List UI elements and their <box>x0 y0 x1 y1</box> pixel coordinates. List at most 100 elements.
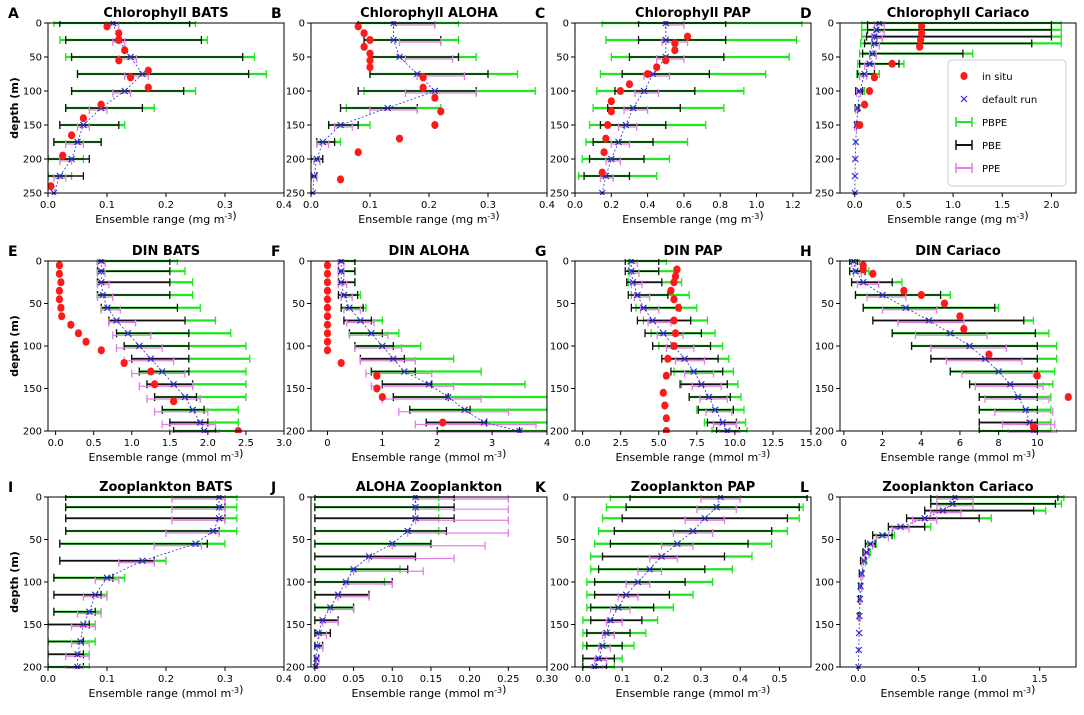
x-tick-label: 0.0 <box>850 674 866 685</box>
x-tick-label: 0.4 <box>539 200 555 211</box>
x-tick-label: 0.0 <box>847 200 863 211</box>
default-run-marker <box>856 87 864 95</box>
in-situ-point <box>662 427 670 433</box>
default-run-marker <box>897 523 904 531</box>
panel-letter: K <box>535 480 547 496</box>
plot-area <box>849 259 1072 433</box>
x-axis-label: Ensemble range (mg m-3) <box>622 209 763 226</box>
default-run-marker <box>56 172 64 180</box>
y-tick-label: 150 <box>815 121 834 132</box>
default-run-marker <box>412 503 419 511</box>
in-situ-point <box>602 134 610 143</box>
default-run-marker <box>857 582 864 590</box>
y-tick-label: 150 <box>550 384 569 395</box>
in-situ-point <box>670 278 678 287</box>
y-tick-label: 50 <box>292 53 305 64</box>
in-situ-point <box>323 286 332 295</box>
x-tick-label: 0.3 <box>480 200 496 211</box>
y-tick-label: 100 <box>815 87 834 98</box>
default-run-marker <box>921 514 929 522</box>
x-tick-label: 1.5 <box>994 200 1010 211</box>
in-situ-point <box>870 73 879 82</box>
y-tick-label: 0 <box>36 257 42 268</box>
default-run-marker <box>640 87 648 95</box>
x-tick-label: 10.0 <box>724 438 746 449</box>
default-run-line <box>340 261 520 432</box>
panel-a: 0.0 0.1 0.2 0.3 0.4 0 50 100 150 200 250 Chlorophyl… <box>8 6 292 226</box>
default-run-marker <box>138 70 146 78</box>
in-situ-point <box>671 329 680 338</box>
default-run-marker <box>859 278 867 286</box>
x-tick-label: 8 <box>995 438 1001 449</box>
y-tick-label: 150 <box>23 620 42 631</box>
in-situ-point <box>1033 371 1041 380</box>
in-situ-point <box>917 36 925 44</box>
default-run-marker <box>404 527 412 535</box>
x-tick-label: 0.1 <box>99 200 115 211</box>
default-run-marker <box>431 87 439 95</box>
y-tick-label: 100 <box>286 87 305 98</box>
in-situ-point <box>916 42 924 51</box>
x-tick-label: 0.8 <box>712 200 728 211</box>
default-run-marker <box>939 507 947 515</box>
x-axis-label: Ensemble range (mmol m-3) <box>352 683 507 700</box>
default-run-marker <box>103 574 111 582</box>
in-situ-point <box>664 354 672 363</box>
default-run-marker <box>622 591 630 599</box>
x-tick-label: 0.0 <box>567 200 583 211</box>
default-run-marker <box>192 540 199 548</box>
panel-title: ALOHA Zooplankton <box>356 480 503 495</box>
y-tick-label: 0 <box>299 257 305 268</box>
x-tick-label: 0.2 <box>158 674 174 685</box>
default-run-marker <box>356 317 364 324</box>
y-tick-label: 50 <box>29 53 42 64</box>
in-situ-point <box>667 286 675 295</box>
in-situ-point <box>115 29 123 38</box>
default-run-marker <box>595 655 603 662</box>
x-tick-label: 0.25 <box>497 674 519 685</box>
default-run-marker <box>388 540 396 548</box>
panel-letter: G <box>535 244 547 260</box>
axes-frame <box>574 22 812 194</box>
default-run-marker <box>170 380 178 388</box>
default-run-marker <box>315 629 323 637</box>
y-axis-label: depth (m) <box>8 315 21 377</box>
in-situ-point <box>439 418 447 427</box>
default-run-marker <box>326 604 334 611</box>
x-tick-label: 0 <box>841 438 847 449</box>
plot-area <box>311 21 536 195</box>
y-tick-label: 150 <box>815 384 834 395</box>
y-tick-label: 150 <box>23 384 42 395</box>
in-situ-point <box>918 22 926 31</box>
x-tick-label: 0.4 <box>732 674 748 685</box>
default-run-marker <box>854 104 862 112</box>
default-run-marker <box>697 380 705 388</box>
default-run-marker <box>690 368 698 375</box>
in-situ-point <box>604 121 612 129</box>
y-tick-label: 250 <box>815 189 834 200</box>
in-situ-point <box>120 359 128 367</box>
plot-area <box>323 259 547 433</box>
default-run-marker <box>711 406 719 414</box>
panel-d: 0.0 0.5 1.0 1.5 2.0 0 50 100 150 200 250 Chlorophyl… <box>800 6 1077 226</box>
default-run-marker <box>74 650 81 658</box>
default-run-marker <box>681 355 689 363</box>
x-tick-label: 0.5 <box>772 674 788 685</box>
in-situ-point <box>671 46 679 55</box>
in-situ-point <box>115 56 123 65</box>
y-tick-label: 150 <box>286 121 305 132</box>
x-tick-label: 0.0 <box>575 674 591 685</box>
in-situ-point <box>234 427 242 433</box>
x-axis-label: Ensemble range (mmol m-3) <box>89 447 244 464</box>
in-situ-point <box>607 97 615 106</box>
default-run-marker <box>615 138 622 146</box>
y-tick-label: 200 <box>286 663 305 674</box>
panel-title: DIN PAP <box>664 244 723 259</box>
default-run-marker <box>412 514 419 522</box>
default-run-marker <box>342 578 350 586</box>
x-tick-label: 0.05 <box>342 674 364 685</box>
y-tick-label: 200 <box>23 155 42 166</box>
x-tick-label: 0.3 <box>217 200 233 211</box>
in-situ-point <box>378 393 386 401</box>
